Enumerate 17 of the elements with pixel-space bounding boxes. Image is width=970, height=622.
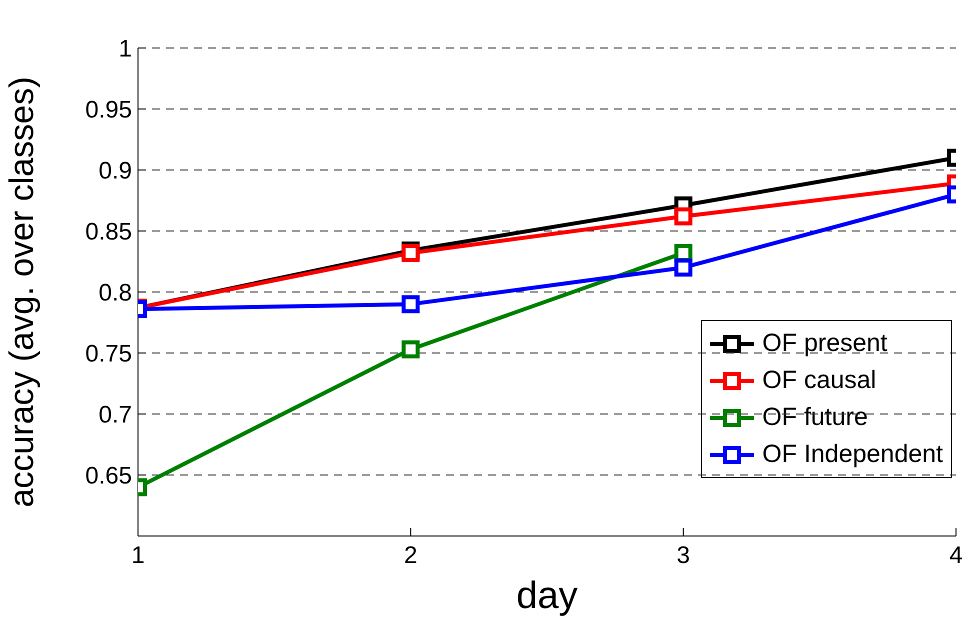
- y-tick-label: 0.85: [85, 218, 132, 246]
- x-axis-title: day: [516, 575, 578, 617]
- y-tick-label: 0.9: [98, 158, 132, 185]
- x-tick-label: 2: [404, 542, 418, 570]
- y-tick-label: 0.75: [85, 340, 132, 368]
- x-tick-label: 4: [949, 542, 963, 570]
- legend-label: OF future: [762, 403, 868, 432]
- legend-label: OF present: [762, 329, 888, 358]
- y-tick-label: 0.95: [85, 96, 132, 124]
- legend-label: OF causal: [762, 366, 876, 395]
- x-tick-label: 3: [676, 542, 690, 570]
- y-tick-label: 0.8: [98, 280, 132, 307]
- y-tick-label: 1: [118, 36, 132, 63]
- legend-label: OF Independent: [762, 440, 943, 469]
- y-tick-label: 0.7: [98, 402, 132, 429]
- y-axis-title: accuracy (avg. over classes): [3, 76, 41, 508]
- y-tick-label: 0.65: [85, 462, 132, 490]
